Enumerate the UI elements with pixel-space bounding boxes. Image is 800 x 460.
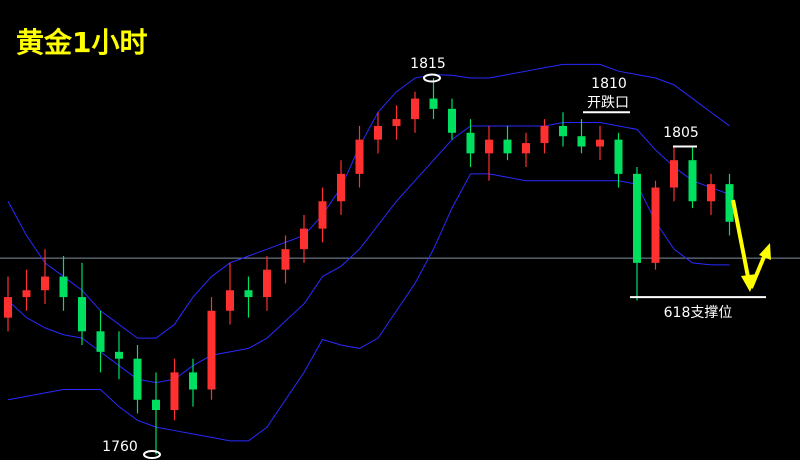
bollinger-band	[7, 173, 730, 442]
candle-body	[725, 184, 734, 222]
candle-body	[281, 249, 290, 270]
candle-body	[170, 372, 179, 411]
annotation: 618支撑位	[664, 305, 733, 321]
candle-body	[411, 98, 419, 120]
candle-body	[22, 290, 31, 298]
chart-title: 黄金1小时	[16, 26, 147, 59]
candle-body	[4, 297, 12, 318]
arrow-up	[749, 251, 768, 289]
candle-body	[300, 228, 308, 250]
candle-body	[651, 187, 660, 263]
price-label: 1815	[410, 56, 446, 72]
price-label: 1810	[591, 76, 627, 92]
candle-body	[466, 132, 475, 154]
candle-body	[189, 372, 197, 390]
candle-body	[115, 351, 123, 359]
candle-body	[337, 173, 345, 202]
candle-body	[59, 276, 68, 298]
candle-body	[152, 399, 160, 411]
candle-body	[540, 125, 549, 144]
candle-body	[41, 276, 49, 291]
candle-body	[485, 139, 493, 154]
candle-body	[78, 297, 86, 332]
price-marker	[423, 73, 441, 83]
candle-body	[207, 310, 216, 390]
arrow-head	[759, 243, 771, 260]
price-label: 1760	[102, 439, 138, 455]
candle-body	[670, 160, 678, 188]
candle-body	[596, 139, 604, 147]
candle-body	[429, 98, 438, 109]
candle-body	[133, 358, 142, 400]
bollinger-band	[7, 122, 730, 384]
price-label: 1805	[663, 125, 699, 141]
candle-body	[577, 136, 586, 147]
candle-body	[244, 290, 253, 298]
price-marker	[143, 450, 161, 460]
candle-body	[226, 290, 234, 311]
candle-body	[522, 143, 530, 154]
candle-body	[392, 119, 401, 126]
candle-body	[448, 108, 456, 133]
candle-body	[318, 201, 327, 229]
candle-body	[503, 139, 512, 154]
arrow-down	[731, 199, 751, 283]
candle-body	[263, 269, 271, 298]
candle-body	[614, 139, 623, 174]
candle-body	[355, 139, 364, 174]
candle-body	[559, 125, 567, 137]
plot	[0, 63, 800, 460]
candle-body	[374, 125, 382, 140]
candle-body	[633, 173, 641, 263]
bollinger-band	[7, 63, 730, 339]
candle-body	[688, 160, 697, 202]
candle-body	[96, 331, 105, 352]
candle-body	[707, 184, 715, 202]
annotation: 开跌口	[587, 95, 629, 111]
